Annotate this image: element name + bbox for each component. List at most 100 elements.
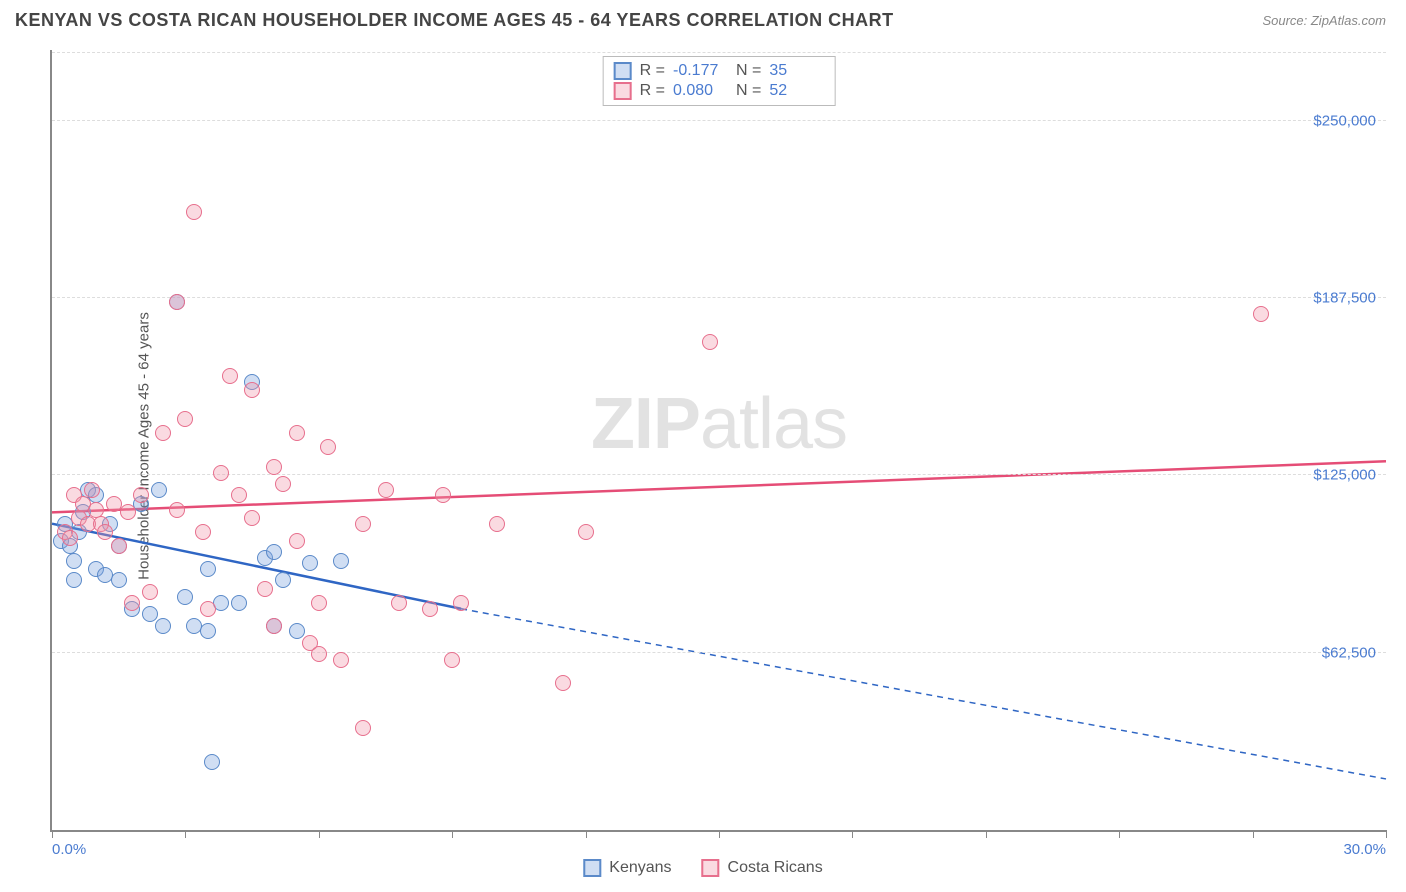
data-point [111, 538, 127, 554]
data-point [124, 595, 140, 611]
data-point [186, 204, 202, 220]
data-point [453, 595, 469, 611]
data-point [200, 601, 216, 617]
data-point [133, 487, 149, 503]
data-point [378, 482, 394, 498]
x-tick [986, 830, 987, 838]
x-tick [1119, 830, 1120, 838]
data-point [62, 530, 78, 546]
data-point [195, 524, 211, 540]
data-point [66, 572, 82, 588]
legend-swatch [583, 859, 601, 877]
data-point [266, 459, 282, 475]
data-point [333, 652, 349, 668]
x-tick [719, 830, 720, 838]
data-point [333, 553, 349, 569]
x-tick [319, 830, 320, 838]
data-point [266, 544, 282, 560]
data-point [289, 533, 305, 549]
data-point [244, 382, 260, 398]
data-point [222, 368, 238, 384]
x-tick [1253, 830, 1254, 838]
r-label: R = [640, 82, 665, 100]
data-point [97, 524, 113, 540]
gridline [52, 652, 1386, 653]
y-tick-label: $125,000 [1313, 467, 1376, 484]
data-point [355, 720, 371, 736]
stats-row: R = -0.177 N = 35 [614, 61, 825, 81]
data-point [151, 482, 167, 498]
stats-row: R = 0.080 N = 52 [614, 81, 825, 101]
data-point [444, 652, 460, 668]
data-point [142, 606, 158, 622]
data-point [142, 584, 158, 600]
data-point [155, 425, 171, 441]
stats-legend-box: R = -0.177 N = 35 R = 0.080 N = 52 [603, 56, 836, 106]
n-label: N = [736, 82, 761, 100]
data-point [275, 572, 291, 588]
data-point [155, 618, 171, 634]
x-tick [586, 830, 587, 838]
data-point [702, 334, 718, 350]
data-point [200, 623, 216, 639]
chart-title: KENYAN VS COSTA RICAN HOUSEHOLDER INCOME… [15, 10, 894, 31]
source-attribution: Source: ZipAtlas.com [1262, 13, 1386, 28]
data-point [355, 516, 371, 532]
legend-label: Kenyans [609, 859, 671, 877]
data-point [213, 465, 229, 481]
y-tick-label: $187,500 [1313, 290, 1376, 307]
bottom-legend: Kenyans Costa Ricans [583, 859, 822, 877]
data-point [311, 646, 327, 662]
gridline [52, 120, 1386, 121]
data-point [289, 425, 305, 441]
data-point [111, 572, 127, 588]
data-point [204, 754, 220, 770]
data-point [302, 555, 318, 571]
trend-lines [52, 50, 1386, 830]
x-tick [452, 830, 453, 838]
data-point [435, 487, 451, 503]
data-point [289, 623, 305, 639]
gridline [52, 297, 1386, 298]
legend-item: Kenyans [583, 859, 671, 877]
n-value: 35 [769, 62, 824, 80]
x-tick [1386, 830, 1387, 838]
n-label: N = [736, 62, 761, 80]
data-point [257, 581, 273, 597]
legend-item: Costa Ricans [702, 859, 823, 877]
r-label: R = [640, 62, 665, 80]
x-axis-max-label: 30.0% [1343, 841, 1386, 858]
x-tick [852, 830, 853, 838]
y-tick-label: $62,500 [1322, 644, 1376, 661]
data-point [555, 675, 571, 691]
gridline [52, 52, 1386, 53]
data-point [84, 482, 100, 498]
data-point [578, 524, 594, 540]
legend-swatch [614, 82, 632, 100]
legend-swatch [614, 62, 632, 80]
gridline [52, 474, 1386, 475]
scatter-chart: ZIPatlas R = -0.177 N = 35R = 0.080 N = 52 0.0… [50, 50, 1386, 832]
data-point [422, 601, 438, 617]
n-value: 52 [769, 82, 824, 100]
data-point [231, 595, 247, 611]
legend-label: Costa Ricans [728, 859, 823, 877]
data-point [177, 589, 193, 605]
data-point [1253, 306, 1269, 322]
data-point [120, 504, 136, 520]
legend-swatch [702, 859, 720, 877]
data-point [275, 476, 291, 492]
r-value: 0.080 [673, 82, 728, 100]
r-value: -0.177 [673, 62, 728, 80]
data-point [266, 618, 282, 634]
x-tick [52, 830, 53, 838]
data-point [244, 510, 260, 526]
data-point [200, 561, 216, 577]
data-point [489, 516, 505, 532]
data-point [169, 294, 185, 310]
data-point [231, 487, 247, 503]
watermark: ZIPatlas [591, 383, 847, 465]
data-point [311, 595, 327, 611]
data-point [320, 439, 336, 455]
data-point [177, 411, 193, 427]
